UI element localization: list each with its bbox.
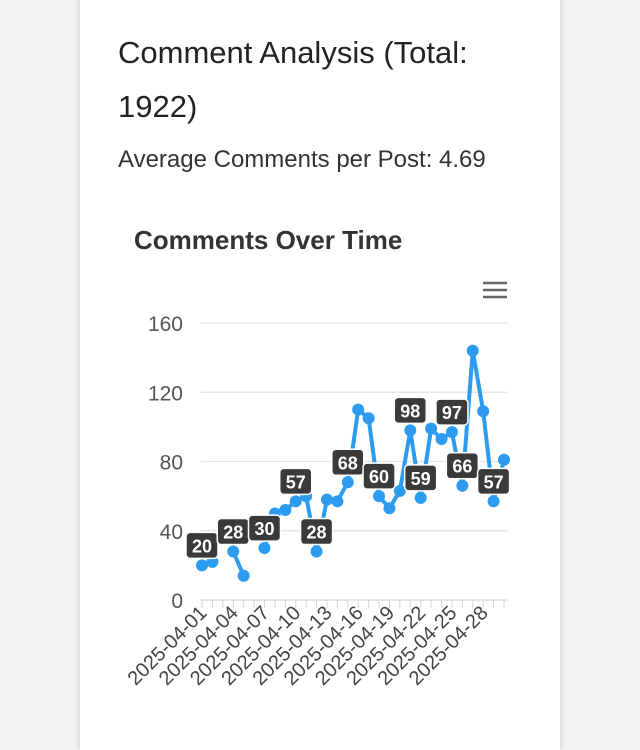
data-point bbox=[373, 490, 386, 503]
data-point bbox=[498, 453, 510, 466]
data-label: 98 bbox=[400, 401, 420, 421]
average-comments-text: Average Comments per Post: 4.69 bbox=[118, 146, 486, 173]
data-label-box bbox=[476, 467, 511, 496]
data-label: 30 bbox=[254, 519, 274, 539]
y-tick-label: 0 bbox=[171, 590, 183, 613]
data-point bbox=[320, 493, 333, 506]
data-label-box bbox=[403, 464, 438, 492]
data-point bbox=[227, 545, 240, 558]
data-label-box bbox=[185, 531, 219, 560]
chart-card bbox=[80, 0, 560, 750]
data-label-box bbox=[299, 517, 334, 546]
data-label: 28 bbox=[223, 523, 243, 543]
chart-container: Comments Over Time 0 40 80 120 160 2025-04-0… bbox=[110, 205, 540, 725]
data-label: 20 bbox=[192, 536, 212, 556]
data-label-box bbox=[435, 398, 469, 426]
data-point bbox=[341, 476, 354, 489]
data-point bbox=[425, 422, 438, 435]
data-label-box bbox=[445, 451, 480, 480]
data-point bbox=[404, 424, 417, 437]
data-label: 60 bbox=[369, 467, 389, 487]
y-tick-label: 160 bbox=[148, 313, 183, 336]
data-label-box bbox=[278, 467, 313, 496]
data-point bbox=[196, 559, 208, 572]
data-point bbox=[435, 432, 448, 445]
chart-menu-button[interactable] bbox=[478, 277, 510, 303]
data-label: 57 bbox=[484, 472, 504, 492]
data-label: 97 bbox=[442, 403, 462, 423]
data-point bbox=[445, 426, 458, 439]
data-point bbox=[466, 344, 479, 357]
data-label-box bbox=[393, 396, 428, 425]
data-label: 57 bbox=[286, 472, 306, 492]
data-point bbox=[237, 569, 250, 582]
data-label: 66 bbox=[452, 457, 472, 477]
data-point bbox=[352, 403, 365, 416]
page-title: Comment Analysis (Total: 1922) bbox=[118, 35, 468, 124]
data-point bbox=[258, 542, 271, 555]
data-label-box bbox=[331, 448, 365, 477]
data-point bbox=[289, 495, 302, 508]
data-point bbox=[310, 545, 323, 558]
data-point bbox=[393, 484, 406, 497]
chart-title: Comments Over Time bbox=[134, 225, 402, 255]
y-tick-label: 120 bbox=[148, 382, 183, 405]
data-point bbox=[362, 412, 375, 425]
data-point bbox=[487, 495, 500, 508]
data-point bbox=[331, 495, 344, 508]
y-tick-label: 80 bbox=[160, 452, 183, 475]
data-label: 28 bbox=[307, 523, 327, 543]
data-label: 68 bbox=[338, 453, 358, 473]
data-point bbox=[279, 503, 292, 516]
data-point bbox=[383, 502, 396, 515]
data-point bbox=[477, 405, 490, 418]
data-label: 59 bbox=[411, 469, 431, 489]
hamburger-icon bbox=[483, 281, 507, 299]
data-point bbox=[456, 479, 469, 492]
data-label-box bbox=[362, 462, 396, 490]
data-point bbox=[414, 491, 427, 504]
y-tick-label: 40 bbox=[160, 521, 183, 544]
data-label-box bbox=[247, 514, 282, 542]
